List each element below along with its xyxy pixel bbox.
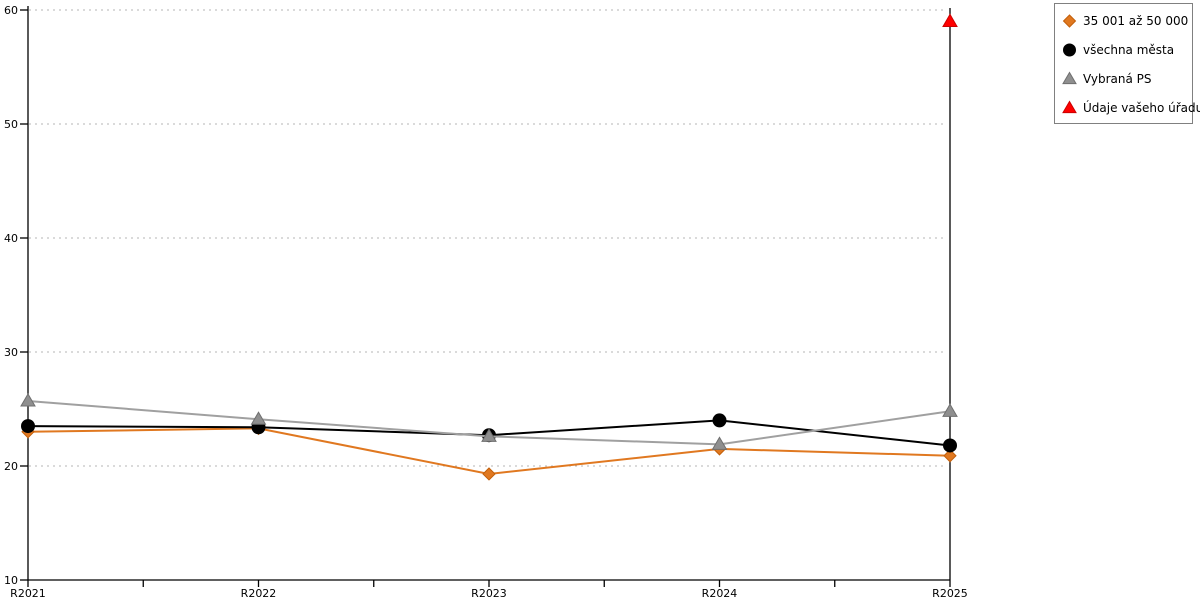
x-tick-label: R2023	[471, 587, 507, 600]
legend-label: Údaje vašeho úřadu	[1083, 100, 1200, 115]
legend-item: Údaje vašeho úřadu	[1055, 93, 1200, 122]
triangle-marker-icon	[1062, 100, 1077, 114]
x-tick-label: R2022	[241, 587, 277, 600]
series-2	[20, 393, 958, 450]
y-tick-label: 10	[4, 574, 18, 587]
legend-item: Vybraná PS	[1055, 64, 1192, 93]
diamond-marker-icon	[1062, 14, 1077, 28]
y-tick-label: 50	[4, 118, 18, 131]
x-tick-label: R2021	[10, 587, 46, 600]
x-tick-label: R2024	[702, 587, 738, 600]
series-3	[942, 13, 958, 27]
legend-label: Vybraná PS	[1083, 71, 1152, 86]
axes	[27, 6, 951, 581]
x-tick-label: R2025	[932, 587, 968, 600]
legend-item: všechna města	[1055, 35, 1192, 64]
triangle-marker-icon	[1062, 71, 1077, 85]
x-axis-ticks: R2021 R2022 R2023 R2024 R2025	[10, 580, 968, 600]
chart-legend: 35 001 až 50 000 všechna města Vybraná PS Ú…	[1054, 3, 1200, 124]
y-tick-label: 60	[4, 4, 18, 17]
y-tick-label: 40	[4, 232, 18, 245]
legend-label: 35 001 až 50 000	[1083, 13, 1189, 28]
y-tick-label: 20	[4, 460, 18, 473]
gridlines	[29, 9, 945, 467]
y-tick-label: 30	[4, 346, 18, 359]
legend-label: všechna města	[1083, 42, 1175, 57]
circle-marker-icon	[1063, 43, 1076, 57]
y-axis-ticks: 10 20 30 40 50 60	[4, 4, 28, 587]
legend-item: 35 001 až 50 000	[1055, 6, 1192, 35]
